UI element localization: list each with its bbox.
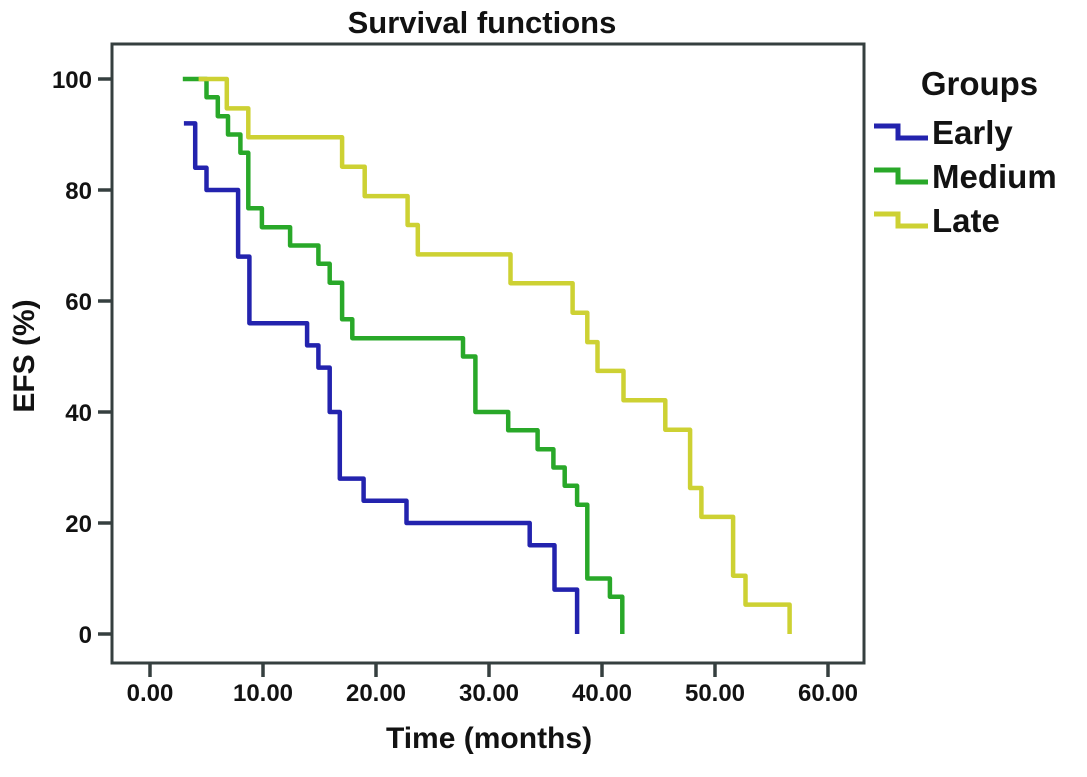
y-tick-label: 20 — [65, 511, 92, 538]
chart-title: Survival functions — [348, 5, 617, 40]
x-axis-ticks: 0.00 10.00 20.00 30.00 40.00 50.00 60.00 — [127, 664, 858, 707]
legend-entry-medium: Medium — [872, 154, 1087, 198]
legend-step-line-path-early — [874, 123, 928, 141]
x-axis-title: Time (months) — [386, 722, 592, 755]
x-tick-label: 40.00 — [572, 680, 632, 707]
x-tick-label: 0.00 — [127, 680, 174, 707]
legend-label-late: Late — [932, 201, 1000, 239]
x-tick-label: 30.00 — [459, 680, 519, 707]
survival-curve-medium — [182, 76, 625, 634]
legend-step-line-path-late — [874, 211, 928, 229]
y-axis-title: EFS (%) — [8, 299, 41, 412]
legend-label-early: Early — [932, 113, 1013, 151]
legend-entries: Early Medium Late — [872, 110, 1087, 242]
y-axis-ticks: 0 20 40 60 80 100 — [52, 67, 111, 649]
legend-step-line-icon-medium — [874, 167, 928, 185]
legend-step-line-icon-early — [874, 123, 928, 141]
legend: Groups Early Medium Late — [872, 65, 1087, 242]
survival-curves — [182, 76, 792, 634]
survival-curve-early — [183, 121, 580, 634]
legend-title: Groups — [920, 65, 1039, 102]
legend-step-line-path-medium — [874, 167, 928, 185]
x-tick-label: 60.00 — [798, 680, 858, 707]
legend-step-line-icon-late — [874, 211, 928, 229]
x-tick-label: 10.00 — [233, 680, 293, 707]
legend-label-medium: Medium — [932, 157, 1057, 195]
x-tick-label: 20.00 — [346, 680, 406, 707]
plot-frame — [110, 42, 866, 665]
legend-entry-early: Early — [872, 110, 1087, 154]
y-tick-label: 0 — [79, 622, 92, 649]
survival-curve-late — [198, 76, 792, 634]
y-tick-label: 80 — [65, 178, 92, 205]
legend-entry-late: Late — [872, 198, 1087, 242]
y-tick-label: 60 — [65, 289, 92, 316]
x-tick-label: 50.00 — [685, 680, 745, 707]
y-tick-label: 100 — [52, 67, 92, 94]
y-tick-label: 40 — [65, 400, 92, 427]
